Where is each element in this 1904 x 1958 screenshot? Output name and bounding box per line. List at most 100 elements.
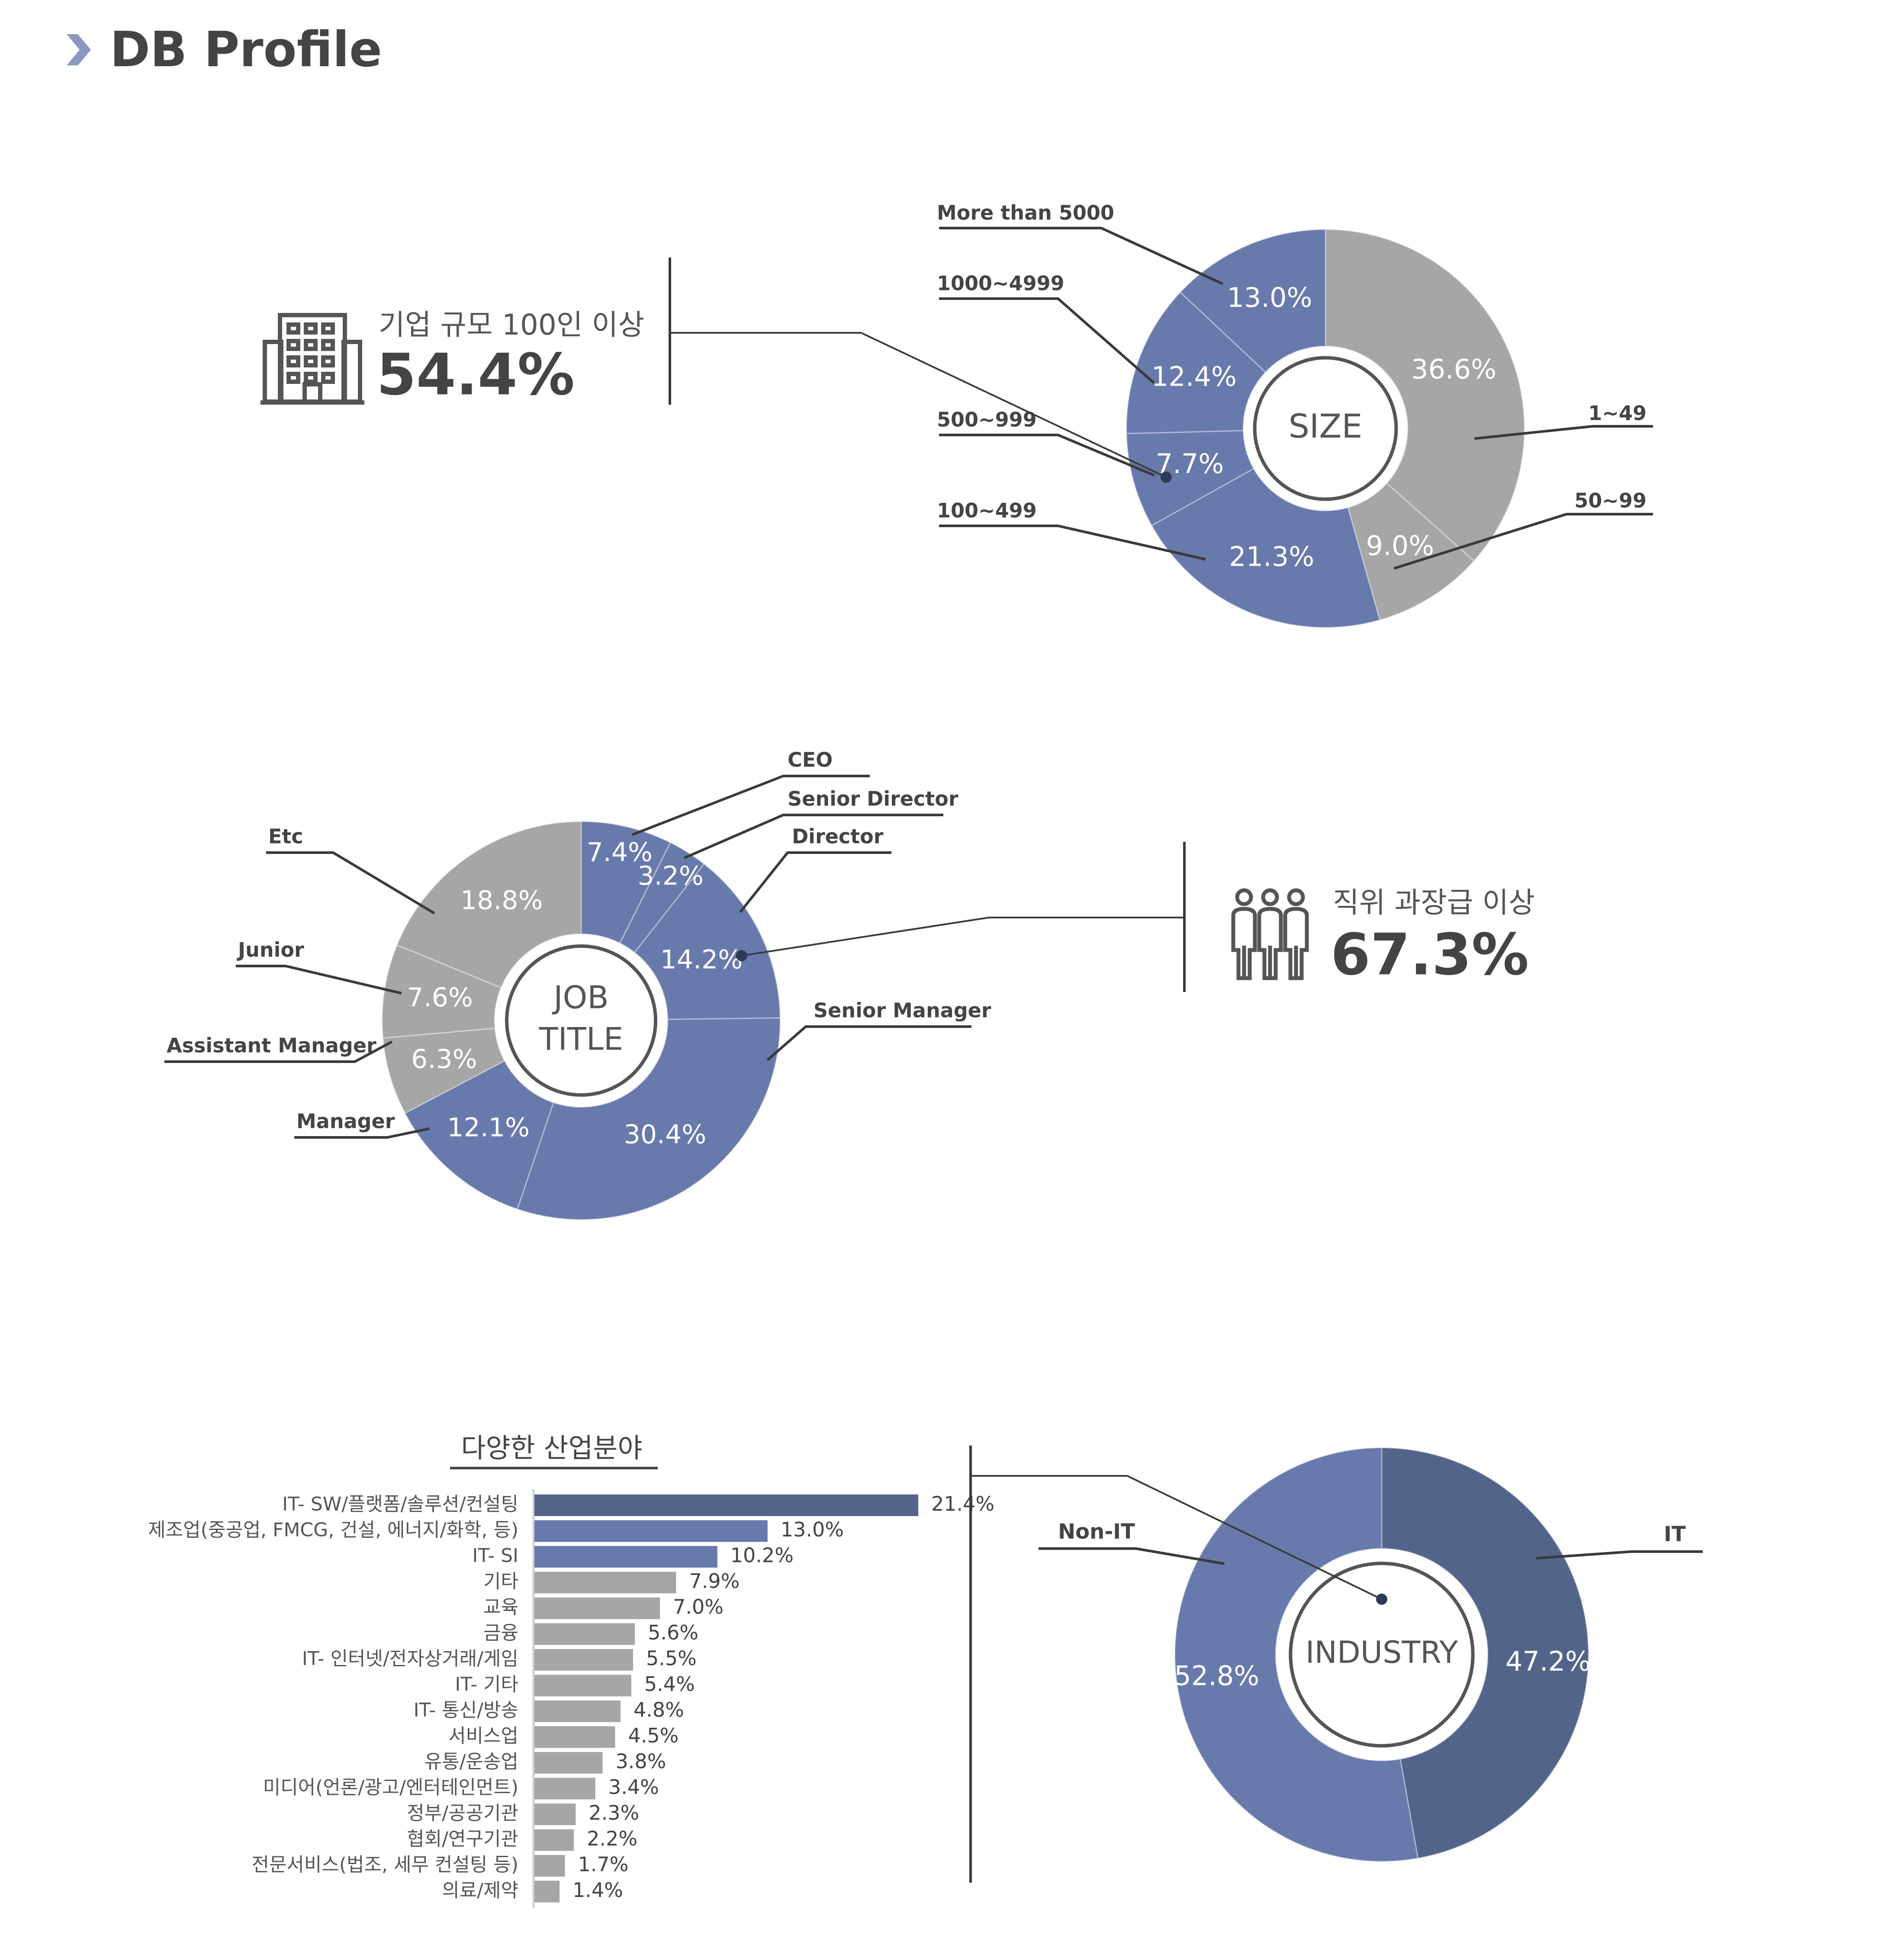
leader-dot xyxy=(1376,1594,1387,1605)
bar-category-label: IT- 통신/방송 xyxy=(414,1699,518,1721)
pie-category-label: Senior Director xyxy=(788,787,958,811)
pie-center-label: TITLE xyxy=(539,1021,624,1057)
bar xyxy=(534,1881,560,1903)
bar-category-label: 교육 xyxy=(483,1596,518,1618)
[object SVGGElement] xyxy=(286,355,300,367)
bar xyxy=(534,1855,565,1877)
bar-value-label: 2.3% xyxy=(589,1801,639,1825)
bar-category-label: 미디어(언론/광고/엔터테인먼트) xyxy=(263,1777,518,1799)
pie-slice xyxy=(634,863,781,1021)
pie-center-ring xyxy=(1253,356,1398,501)
bar-value-label: 5.4% xyxy=(644,1672,695,1696)
stat-size-value: 54.4% xyxy=(376,341,575,408)
bar-category-label: 정부/공공기관 xyxy=(407,1802,518,1824)
[object SVGGElement] xyxy=(304,322,318,335)
polyline xyxy=(766,1025,971,1061)
people-icon xyxy=(1231,888,1309,980)
bar xyxy=(534,1546,717,1568)
pie-center-ring xyxy=(1289,1562,1475,1748)
bar xyxy=(534,1700,621,1722)
bar-value-label: 7.9% xyxy=(689,1569,740,1593)
bar xyxy=(534,1752,603,1774)
bar xyxy=(534,1494,918,1516)
bar-value-label: 4.5% xyxy=(628,1724,679,1747)
pie-category-label: Junior xyxy=(237,938,304,962)
[object SVGGElement] xyxy=(304,372,318,384)
pie-category-label: 1~49 xyxy=(1588,402,1647,425)
polyline xyxy=(236,965,402,995)
bar-value-label: 2.2% xyxy=(587,1827,637,1850)
bar xyxy=(534,1623,635,1645)
bar-category-label: 제조업(중공업, FMCG, 건설, 에너지/화학, 등) xyxy=(148,1519,518,1541)
bar xyxy=(534,1829,574,1851)
bar xyxy=(534,1778,595,1800)
bar-category-label: IT- 인터넷/전자상거래/게임 xyxy=(302,1648,518,1670)
pie-value-label: 12.4% xyxy=(1151,361,1237,392)
pie-value-label: 9.0% xyxy=(1366,530,1434,562)
pie-category-label: Manager xyxy=(296,1110,395,1133)
pie-category-label: Etc xyxy=(268,825,303,848)
page-title-text: DB Profile xyxy=(110,22,382,78)
[object SVGGElement] xyxy=(286,339,300,351)
stat-job-label: 직위 과장급 이상 xyxy=(1333,886,1535,919)
pie-slice xyxy=(1381,1447,1589,1859)
bar-category-label: IT- SW/플랫폼/솔루션/컨설팅 xyxy=(282,1493,518,1515)
bar-category-label: 기타 xyxy=(483,1571,518,1593)
bar-category-label: 의료/제약 xyxy=(442,1880,518,1902)
stat-job-value: 67.3% xyxy=(1331,921,1529,988)
polyline xyxy=(939,434,1155,477)
polyline xyxy=(631,775,870,836)
pie-slice xyxy=(1126,291,1267,435)
pie-category-label: Senior Manager xyxy=(814,999,991,1022)
bar-value-label: 3.8% xyxy=(616,1750,666,1773)
pie-slice xyxy=(580,821,672,944)
pie-value-label: 21.3% xyxy=(1229,541,1314,572)
building-icon xyxy=(261,313,364,405)
pie-category-label: Assistant Manager xyxy=(167,1034,376,1057)
pie-center-label: JOB xyxy=(552,979,608,1016)
bar xyxy=(534,1649,633,1671)
pie-value-label: 52.8% xyxy=(1174,1660,1259,1692)
bar xyxy=(534,1726,615,1748)
leader-dot xyxy=(736,950,747,962)
polyline xyxy=(939,227,1223,285)
leader-dot xyxy=(1160,471,1172,483)
pie-category-label: 1000~4999 xyxy=(937,272,1065,295)
pie-value-label: 18.8% xyxy=(460,885,543,915)
icon-body xyxy=(1231,907,1257,980)
bar-chart-title: 다양한 산업분야 xyxy=(461,1432,643,1464)
polyline xyxy=(939,525,1206,561)
bar-value-label: 7.0% xyxy=(673,1595,724,1619)
pie-value-label: 6.3% xyxy=(411,1044,477,1075)
pie-slice xyxy=(396,821,582,989)
bar-category-label: 협회/연구기관 xyxy=(407,1828,518,1850)
bar-category-label: 전문서비스(법조, 세무 컨설팅 등) xyxy=(251,1854,518,1876)
polyline xyxy=(164,1040,393,1063)
[object SVGGElement] xyxy=(321,339,335,351)
[object SVGGElement] xyxy=(302,382,322,404)
pie-slice xyxy=(404,1060,554,1210)
pie-value-label: 7.4% xyxy=(587,837,653,868)
bar-category-label: IT- 기타 xyxy=(455,1674,518,1696)
pie-slice xyxy=(381,944,502,1039)
pie-slice xyxy=(1325,229,1525,562)
pie-slice xyxy=(382,1027,505,1114)
page-title: DB Profile xyxy=(65,13,382,87)
pie-category-label: Director xyxy=(792,825,884,848)
pie-category-label: IT xyxy=(1664,1522,1686,1546)
bar xyxy=(534,1803,576,1825)
bar xyxy=(534,1597,660,1619)
polyline xyxy=(670,332,1167,478)
pie-center-label: SIZE xyxy=(1289,407,1363,445)
[object SVGGElement] xyxy=(321,372,335,384)
icon-head xyxy=(1261,888,1279,906)
bar-value-label: 10.2% xyxy=(730,1544,794,1567)
bar xyxy=(534,1675,631,1697)
bar-value-label: 21.4% xyxy=(931,1492,994,1516)
icon-head xyxy=(1287,888,1305,906)
polyline xyxy=(266,851,435,915)
icon-body xyxy=(1283,907,1309,980)
pie-value-label: 30.4% xyxy=(624,1120,707,1150)
bar-value-label: 1.7% xyxy=(578,1853,628,1876)
